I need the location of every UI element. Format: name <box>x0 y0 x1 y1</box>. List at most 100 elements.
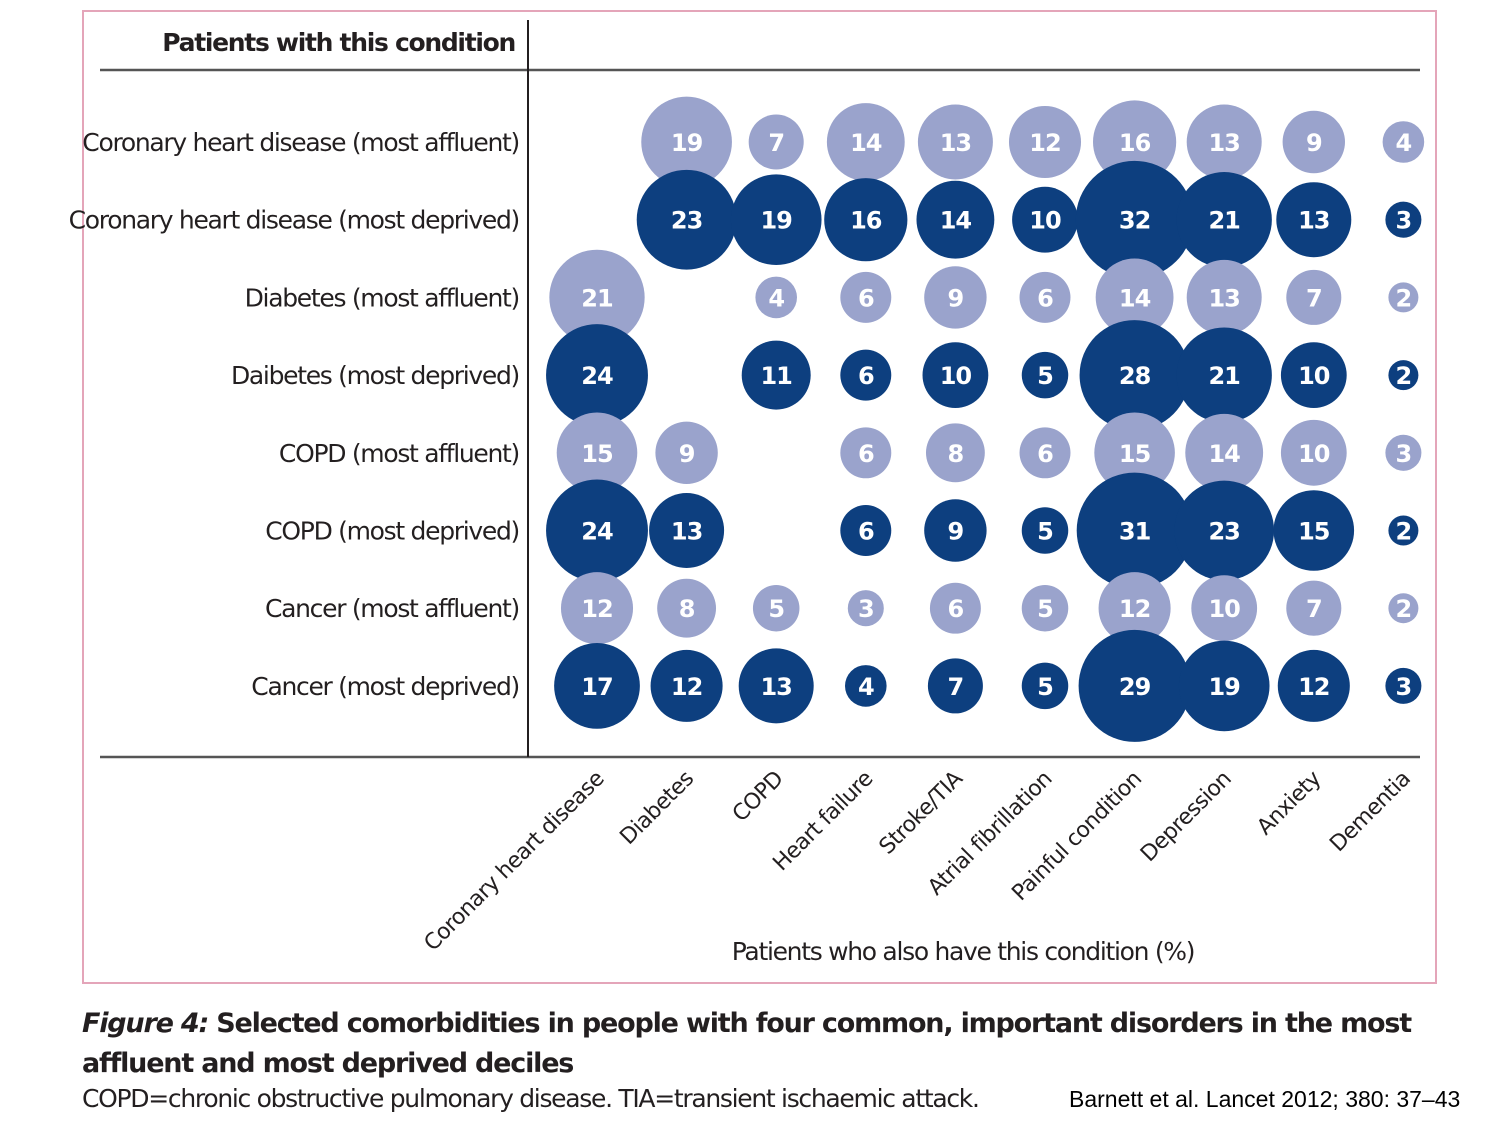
bubble-value-label: 2 <box>1396 518 1412 546</box>
col-label-anxiety: Anxiety <box>1252 766 1326 840</box>
bubble-value-label: 6 <box>1037 440 1053 468</box>
bubble-coronary-heart-disease-most-affluent-copd <box>748 114 804 170</box>
bubble-value-label: 10 <box>940 362 972 390</box>
bubble-diabetes-most-affluent-stroke-tia <box>924 266 987 329</box>
bubble-value-label: 28 <box>1119 362 1151 390</box>
bubble-daibetes-most-deprived-heart-failure <box>840 349 892 401</box>
bubble-value-label: 14 <box>850 129 882 157</box>
figure-caption: Figure 4: Selected comorbidities in peop… <box>82 1004 1442 1084</box>
bubble-diabetes-most-affluent-heart-failure <box>840 271 892 323</box>
bubble-value-label: 24 <box>581 362 613 390</box>
row-label-coronary-heart-disease-most-deprived: Coronary heart disease (most deprived) <box>69 206 519 235</box>
bubble-coronary-heart-disease-most-deprived-atrial-fibrillation <box>1012 186 1078 253</box>
bubble-diabetes-most-affluent-atrial-fibrillation <box>1019 271 1071 323</box>
bubble-cancer-most-affluent-dementia <box>1388 593 1419 624</box>
bubble-value-label: 12 <box>1029 129 1060 157</box>
bubble-value-label: 10 <box>1298 440 1330 468</box>
row-label-coronary-heart-disease-most-affluent: Coronary heart disease (most affluent) <box>82 128 519 157</box>
bubble-cancer-most-affluent-atrial-fibrillation <box>1021 584 1069 632</box>
bubble-copd-most-affluent-painful-condition <box>1094 412 1175 494</box>
bubble-coronary-heart-disease-most-deprived-heart-failure <box>824 178 908 262</box>
bubble-value-label: 3 <box>858 595 874 623</box>
bubble-value-label: 31 <box>1119 518 1151 546</box>
row-header: Patients with this condition <box>162 28 515 57</box>
bubble-daibetes-most-deprived-stroke-tia <box>922 342 989 408</box>
bubble-value-label: 7 <box>768 129 784 157</box>
citation: Barnett et al. Lancet 2012; 380: 37–43 <box>1069 1086 1461 1112</box>
bubble-value-label: 8 <box>948 440 964 468</box>
bubble-diabetes-most-affluent-copd <box>755 276 797 319</box>
bubble-coronary-heart-disease-most-deprived-stroke-tia <box>916 180 995 259</box>
bubble-copd-most-affluent-dementia <box>1385 434 1422 471</box>
bubble-value-label: 23 <box>671 207 702 235</box>
bubble-value-label: 5 <box>1037 673 1053 701</box>
bubble-value-label: 6 <box>858 362 874 390</box>
bubble-coronary-heart-disease-most-deprived-anxiety <box>1276 182 1352 258</box>
bubble-value-label: 6 <box>858 518 874 546</box>
bubble-value-label: 17 <box>581 673 612 701</box>
bubble-coronary-heart-disease-most-deprived-dementia <box>1385 201 1422 238</box>
bubble-value-label: 19 <box>1208 673 1240 701</box>
bubble-copd-most-deprived-painful-condition <box>1076 472 1193 589</box>
bubble-coronary-heart-disease-most-deprived-diabetes <box>636 169 737 270</box>
col-label-coronary-heart-disease: Coronary heart disease <box>420 767 610 957</box>
bubble-coronary-heart-disease-most-affluent-heart-failure <box>826 103 905 181</box>
bubble-value-label: 9 <box>679 440 695 468</box>
bubble-value-label: 14 <box>1208 440 1240 468</box>
bubble-value-label: 21 <box>1208 207 1240 235</box>
bubble-cancer-most-deprived-copd <box>738 648 814 724</box>
col-label-diabetes: Diabetes <box>616 766 699 849</box>
bubble-daibetes-most-deprived-atrial-fibrillation <box>1021 351 1069 399</box>
bubble-cancer-most-deprived-diabetes <box>650 649 723 722</box>
x-axis-label: Patients who also have this condition (%… <box>732 937 1194 966</box>
abbreviation-note: COPD=chronic obstructive pulmonary disea… <box>82 1084 980 1113</box>
bubble-daibetes-most-deprived-anxiety <box>1280 342 1347 408</box>
bubble-value-label: 16 <box>1119 129 1151 157</box>
bubble-value-label: 12 <box>581 595 612 623</box>
bubble-copd-most-affluent-atrial-fibrillation <box>1019 427 1071 479</box>
col-label-copd: COPD <box>728 767 788 827</box>
bubble-cancer-most-affluent-anxiety <box>1286 580 1342 636</box>
row-label-cancer-most-affluent: Cancer (most affluent) <box>265 594 519 623</box>
figure-frame <box>82 10 1437 984</box>
bubble-cancer-most-deprived-anxiety <box>1277 649 1350 722</box>
bubble-value-label: 21 <box>1208 362 1240 390</box>
row-label-copd-most-deprived: COPD (most deprived) <box>265 517 519 546</box>
bubble-copd-most-deprived-atrial-fibrillation <box>1021 507 1069 554</box>
bubble-value-label: 4 <box>768 284 784 312</box>
bubble-value-label: 5 <box>1037 362 1053 390</box>
bubble-diabetes-most-affluent-coronary-heart-disease <box>549 249 645 346</box>
bubble-copd-most-affluent-stroke-tia <box>925 423 985 483</box>
bubble-value-label: 5 <box>1037 595 1053 623</box>
bubble-cancer-most-deprived-atrial-fibrillation <box>1021 662 1069 710</box>
bubble-value-label: 8 <box>679 595 695 623</box>
bubble-value-label: 4 <box>858 673 874 701</box>
bubble-coronary-heart-disease-most-affluent-atrial-fibrillation <box>1008 105 1082 179</box>
bubble-copd-most-affluent-diabetes <box>655 421 718 484</box>
bubble-value-label: 10 <box>1208 595 1240 623</box>
bubble-value-label: 24 <box>581 518 613 546</box>
bubble-value-label: 2 <box>1396 362 1412 390</box>
figure-title: Selected comorbidities in people with fo… <box>82 1008 1412 1079</box>
bubble-value-label: 12 <box>1119 595 1150 623</box>
bubble-cancer-most-deprived-coronary-heart-disease <box>554 643 640 729</box>
bubble-value-label: 7 <box>1306 595 1322 623</box>
bubble-copd-most-deprived-dementia <box>1388 515 1419 546</box>
bubble-value-label: 4 <box>1396 129 1412 157</box>
bubble-cancer-most-deprived-heart-failure <box>845 665 887 707</box>
bubble-chart: Patients with this condition Patients wh… <box>69 20 1425 966</box>
bubble-value-label: 6 <box>858 284 874 312</box>
bubble-copd-most-deprived-depression <box>1174 480 1275 581</box>
bubble-value-label: 29 <box>1119 673 1151 701</box>
bubble-value-label: 21 <box>581 284 613 312</box>
bubble-value-label: 14 <box>940 207 972 235</box>
bubble-value-label: 6 <box>1037 284 1053 312</box>
bubble-value-label: 14 <box>1119 284 1151 312</box>
bubble-cancer-most-affluent-copd <box>752 584 800 632</box>
bubble-copd-most-deprived-coronary-heart-disease <box>546 479 648 582</box>
bubble-diabetes-most-affluent-depression <box>1186 259 1262 335</box>
bubble-value-label: 10 <box>1029 207 1061 235</box>
bubble-value-label: 13 <box>760 673 791 701</box>
bubble-value-label: 13 <box>940 129 971 157</box>
bubble-copd-most-affluent-depression <box>1185 413 1264 492</box>
